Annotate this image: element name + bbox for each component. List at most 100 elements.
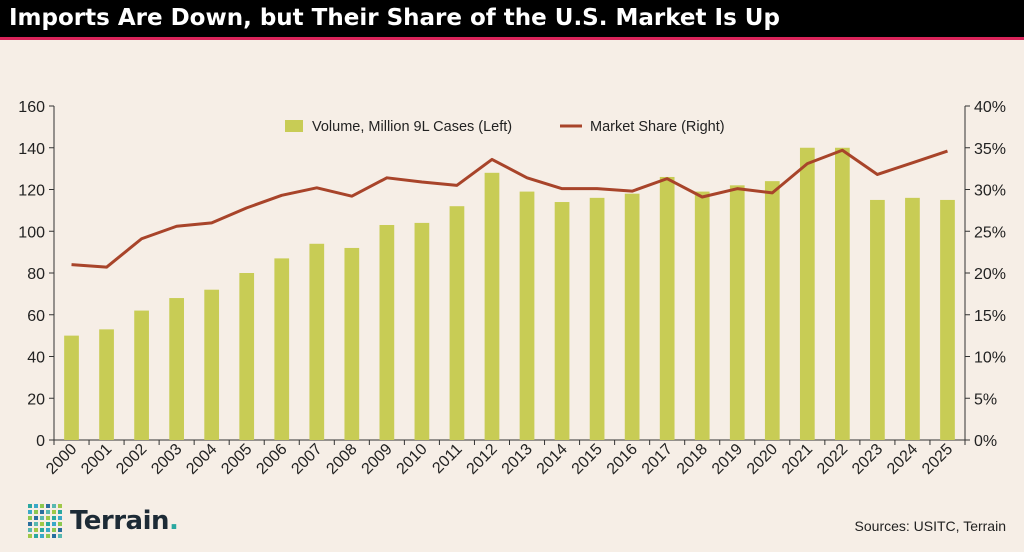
right-y-tick-label: 35% xyxy=(974,141,1006,158)
x-tick-label: 2012 xyxy=(464,441,501,478)
logo-grid-dot xyxy=(52,510,56,514)
logo-grid-dot xyxy=(58,504,62,508)
left-y-tick-label: 0 xyxy=(36,433,45,450)
logo-grid-dot xyxy=(58,516,62,520)
x-tick-label: 2025 xyxy=(919,441,956,478)
x-tick-label: 2022 xyxy=(814,441,851,478)
logo-grid-dot xyxy=(40,510,44,514)
x-tick-label: 2000 xyxy=(43,441,80,478)
volume-bar xyxy=(905,197,920,440)
x-tick-label: 2005 xyxy=(218,441,255,478)
x-tick-label: 2007 xyxy=(288,441,325,478)
volume-bar xyxy=(870,199,885,440)
logo-grid-dot xyxy=(40,522,44,526)
left-y-tick-label: 120 xyxy=(18,183,45,200)
x-tick-label: 2021 xyxy=(779,441,816,478)
left-y-tick-label: 60 xyxy=(27,308,45,325)
logo-grid-dot xyxy=(28,510,32,514)
volume-bar xyxy=(835,147,850,440)
x-tick-label: 2018 xyxy=(674,441,711,478)
right-y-tick-label: 10% xyxy=(974,350,1006,367)
volume-bar xyxy=(274,258,290,440)
x-tick-label: 2019 xyxy=(709,441,746,478)
x-tick-label: 2024 xyxy=(884,441,921,478)
left-y-tick-label: 80 xyxy=(27,266,45,283)
logo-grid-dot xyxy=(46,522,50,526)
logo-grid-dot xyxy=(28,516,32,520)
x-tick-label: 2010 xyxy=(394,441,431,478)
volume-bar xyxy=(589,197,605,440)
logo-grid-dot xyxy=(52,528,56,532)
x-tick-label: 2013 xyxy=(499,441,536,478)
x-tick-label: 2001 xyxy=(78,441,115,478)
logo-wordmark: Terrain. xyxy=(70,506,179,536)
x-tick-label: 2002 xyxy=(113,441,150,478)
volume-bar xyxy=(64,335,79,440)
logo-grid-dot xyxy=(28,522,32,526)
logo-grid-dot xyxy=(40,534,44,538)
left-y-tick-label: 100 xyxy=(18,224,45,241)
logo-grid-dot xyxy=(40,504,44,508)
legend-label-market-share: Market Share (Right) xyxy=(590,119,725,135)
right-y-tick-label: 40% xyxy=(974,99,1006,116)
volume-bar xyxy=(414,222,430,440)
volume-bar xyxy=(309,243,325,440)
volume-bar xyxy=(940,199,955,440)
volume-bar xyxy=(169,298,184,440)
x-tick-label: 2011 xyxy=(429,441,465,477)
chart-axes xyxy=(49,105,970,445)
right-y-tick-label: 20% xyxy=(974,266,1006,283)
logo-grid-dot xyxy=(34,528,38,532)
logo-dot-grid-icon xyxy=(28,504,62,538)
left-y-tick-label: 140 xyxy=(18,141,45,158)
volume-bar xyxy=(449,206,465,440)
volume-bar xyxy=(204,289,220,440)
logo-grid-dot xyxy=(52,504,56,508)
right-y-tick-label: 25% xyxy=(974,224,1006,241)
market-share-line-group xyxy=(71,148,948,269)
logo-grid-dot xyxy=(58,510,62,514)
left-y-tick-label: 160 xyxy=(18,99,45,116)
logo-grid-dot xyxy=(28,534,32,538)
volume-bar xyxy=(344,247,360,440)
market-share-line xyxy=(71,148,948,269)
volume-bar xyxy=(239,273,255,440)
x-tick-label: 2020 xyxy=(744,441,781,478)
x-tick-label: 2017 xyxy=(639,441,676,478)
volume-bar xyxy=(519,191,535,440)
volume-bar xyxy=(624,193,640,440)
logo-grid-dot xyxy=(34,516,38,520)
right-y-tick-label: 5% xyxy=(974,391,997,408)
left-y-tick-label: 20 xyxy=(27,391,45,408)
logo-grid-dot xyxy=(58,528,62,532)
logo-grid-dot xyxy=(46,516,50,520)
combo-chart: 2000200120022003200420052006200720082009… xyxy=(18,99,1006,478)
right-y-tick-label: 30% xyxy=(974,183,1006,200)
right-y-tick-labels: 0% 5% 10% 15% 20% 25% 30% 35% 40% xyxy=(974,99,1006,450)
logo-grid-dot xyxy=(40,516,44,520)
legend-label-volume: Volume, Million 9L Cases (Left) xyxy=(312,119,512,135)
logo-grid-dot xyxy=(34,534,38,538)
logo-grid-dot xyxy=(52,522,56,526)
volume-bar xyxy=(799,147,815,440)
x-tick-label: 2006 xyxy=(253,441,290,478)
x-tick-label: 2016 xyxy=(604,441,641,478)
volume-bar xyxy=(729,185,745,440)
volume-bar xyxy=(134,310,149,440)
logo-grid-dot xyxy=(46,504,50,508)
left-y-tick-labels: 0 20 40 60 80 100 120 140 160 xyxy=(18,99,45,450)
volume-bar xyxy=(659,176,675,440)
volume-bar xyxy=(379,224,395,440)
logo-grid-dot xyxy=(28,528,32,532)
volume-bar xyxy=(764,181,780,440)
right-y-tick-label: 15% xyxy=(974,308,1006,325)
x-tick-labels: 2000200120022003200420052006200720082009… xyxy=(43,441,956,478)
left-y-tick-label: 40 xyxy=(27,350,45,367)
title-accent-rule xyxy=(0,37,1024,40)
sources-note: Sources: USITC, Terrain xyxy=(854,518,1006,534)
logo-grid-dot xyxy=(52,516,56,520)
x-tick-label: 2004 xyxy=(183,441,220,478)
logo-grid-dot xyxy=(58,534,62,538)
volume-bars xyxy=(64,147,955,441)
x-tick-label: 2008 xyxy=(323,441,360,478)
